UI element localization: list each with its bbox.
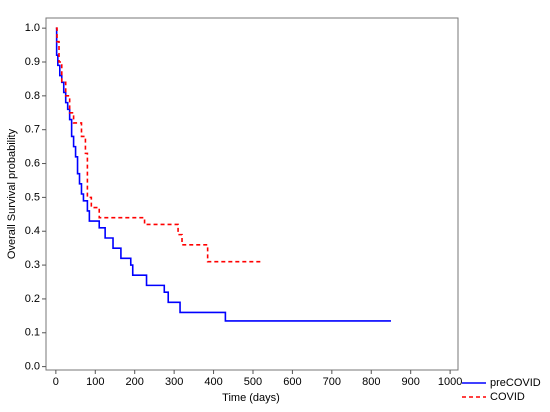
x-tick-label: 200 <box>126 376 144 388</box>
x-tick-label: 500 <box>244 376 262 388</box>
x-tick-label: 900 <box>402 376 420 388</box>
legend-label: COVID <box>490 391 525 403</box>
x-tick-label: 400 <box>204 376 222 388</box>
plot-frame <box>45 17 459 371</box>
y-tick-label: 0.1 <box>25 327 40 339</box>
y-tick-label: 0.0 <box>25 361 40 373</box>
x-tick-label: 0 <box>53 376 59 388</box>
legend-label: preCOVID <box>490 377 541 389</box>
y-tick-label: 0.2 <box>25 293 40 305</box>
y-tick-label: 1.0 <box>25 22 40 34</box>
x-tick-label: 1000 <box>438 376 462 388</box>
x-tick-label: 800 <box>362 376 380 388</box>
x-tick-label: 100 <box>86 376 104 388</box>
survival-line <box>55 27 263 263</box>
y-tick-label: 0.7 <box>25 124 40 136</box>
y-tick-label: 0.3 <box>25 259 40 271</box>
y-tick-label: 0.8 <box>25 90 40 102</box>
x-tick-label: 300 <box>165 376 183 388</box>
x-tick-label: 600 <box>283 376 301 388</box>
x-tick-label: 700 <box>323 376 341 388</box>
x-axis-label: Time (days) <box>222 392 280 404</box>
y-tick-label: 0.4 <box>25 225 40 237</box>
y-tick-label: 0.5 <box>25 191 40 203</box>
y-tick-label: 0.6 <box>25 157 40 169</box>
y-axis-label: Overall Survival probability <box>6 128 18 259</box>
survival-line <box>55 27 391 322</box>
y-tick-label: 0.9 <box>25 56 40 68</box>
